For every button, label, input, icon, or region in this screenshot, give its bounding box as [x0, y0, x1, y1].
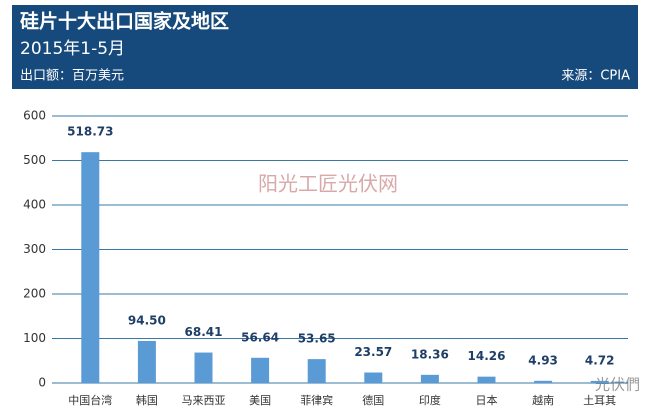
chart-title: 硅片十大出口国家及地区 [20, 10, 229, 33]
bar [534, 380, 553, 383]
value-label: 518.73 [67, 125, 113, 139]
bar [590, 380, 609, 383]
bar [251, 357, 270, 383]
y-tick-label: 0 [38, 376, 46, 390]
value-label: 56.64 [241, 330, 279, 344]
chart-subtitle: 2015年1-5月 [20, 39, 125, 59]
y-tick-label: 400 [23, 198, 46, 212]
x-tick-label: 印度 [419, 393, 441, 407]
unit-label: 出口额：百万美元 [20, 69, 124, 84]
header-banner [12, 5, 638, 89]
y-tick-label: 300 [23, 242, 46, 256]
x-tick-label: 菲律宾 [300, 393, 333, 407]
value-label: 18.36 [411, 347, 449, 361]
value-label: 94.50 [128, 313, 166, 327]
y-tick-label: 500 [23, 153, 46, 167]
bar [420, 374, 439, 383]
y-tick-label: 100 [23, 331, 46, 345]
x-tick-label: 土耳其 [583, 394, 616, 407]
x-tick-label: 日本 [476, 393, 498, 407]
x-tick-label: 马来西亚 [182, 394, 226, 407]
bar [194, 352, 213, 383]
value-label: 68.41 [185, 325, 223, 339]
bar [477, 376, 496, 383]
value-label: 23.57 [354, 345, 392, 359]
bar [307, 359, 326, 383]
y-tick-label: 200 [23, 287, 46, 301]
value-label: 4.93 [528, 353, 558, 367]
bar [364, 372, 383, 383]
y-tick-label: 600 [23, 109, 46, 123]
bar [137, 340, 156, 383]
source-label: 来源：CPIA [561, 69, 630, 84]
value-label: 53.65 [298, 332, 336, 346]
x-tick-label: 中国台湾 [68, 393, 112, 407]
watermark-logo: 光伏們 [595, 376, 640, 394]
x-tick-label: 美国 [249, 394, 271, 407]
bar [81, 152, 100, 383]
value-label: 14.26 [468, 349, 506, 363]
x-tick-label: 越南 [532, 393, 554, 407]
x-tick-label: 韩国 [136, 393, 158, 407]
x-tick-label: 德国 [362, 393, 384, 407]
watermark: 阳光工匠光伏网 [258, 172, 398, 196]
value-label: 4.72 [585, 353, 615, 367]
